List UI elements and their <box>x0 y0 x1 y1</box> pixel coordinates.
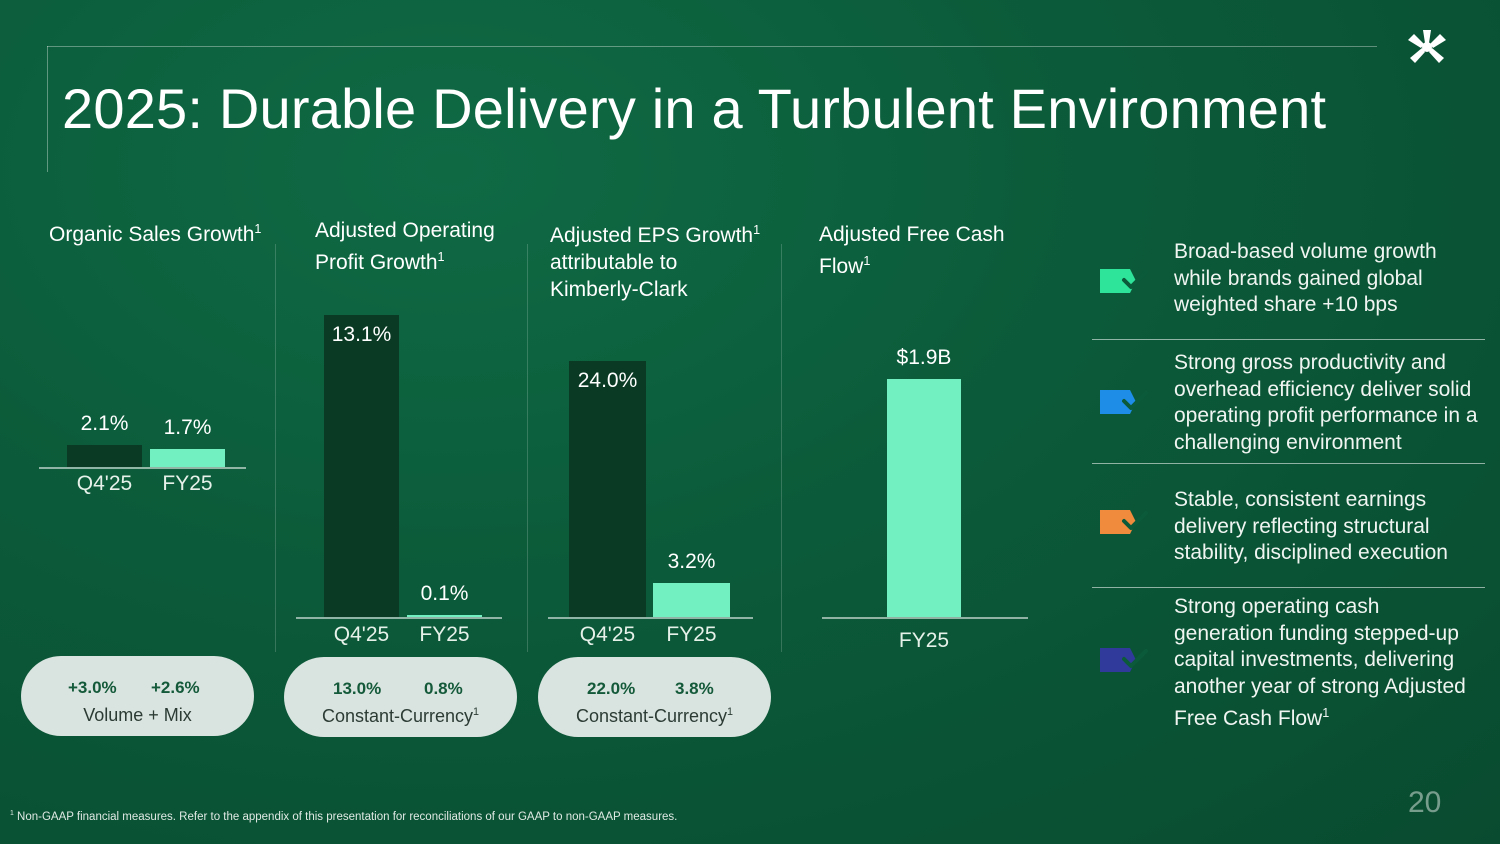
x-tick-label: Q4'25 <box>76 472 133 495</box>
panel-title-organic-sales: Organic Sales Growth1 <box>49 222 262 246</box>
data-label: 24.0% <box>577 368 638 392</box>
x-tick-label: FY25 <box>898 629 950 652</box>
bullet-text: Strong gross productivity and overhead e… <box>1174 351 1478 454</box>
pill-label: Volume + Mix <box>83 705 192 725</box>
bullet-text: Broad-based volume growth while brands g… <box>1174 240 1437 316</box>
pill-constant-currency-op: 13.0% 0.8% Constant-Currency1 <box>284 657 517 737</box>
pill-constant-currency-eps: 22.0% 3.8% Constant-Currency1 <box>538 657 771 737</box>
pill-value: +2.6% <box>151 678 200 697</box>
footnote: 1 Non-GAAP financial measures. Refer to … <box>10 810 678 823</box>
x-tick-label: Q4'25 <box>333 623 390 646</box>
pill-value: +3.0% <box>68 678 117 697</box>
panel-title-free-cash-flow: Adjusted Free Cash Flow1 <box>819 223 1005 278</box>
bar-q425 <box>324 315 399 617</box>
title-frame-top <box>47 46 1377 47</box>
bar-q425 <box>67 444 142 467</box>
data-label: 2.1% <box>80 411 129 435</box>
bullet-text: Strong operating cash generation funding… <box>1174 595 1466 730</box>
data-label: 0.1% <box>420 581 469 605</box>
page-title: 2025: Durable Delivery in a Turbulent En… <box>62 77 1327 140</box>
kimberly-clark-logo-icon <box>1408 30 1446 63</box>
x-tick-label: FY25 <box>162 472 213 495</box>
pill-label: Constant-Currency1 <box>575 706 734 726</box>
title-frame-left <box>47 46 48 172</box>
check-icon <box>1100 390 1148 414</box>
check-icon <box>1100 510 1148 534</box>
bullet-divider <box>1092 587 1485 588</box>
pill-value: 3.8% <box>675 679 714 698</box>
pill-value: 22.0% <box>587 679 636 698</box>
panel-divider <box>527 244 528 652</box>
bullet-divider <box>1092 463 1485 464</box>
bullet-text: Stable, consistent earnings delivery ref… <box>1174 488 1448 564</box>
chart-baseline <box>296 617 502 619</box>
pill-label: Constant-Currency1 <box>321 706 480 726</box>
bar-q425 <box>569 360 646 617</box>
bar-fy25 <box>407 614 482 617</box>
check-icon <box>1100 269 1148 293</box>
bar-fy25 <box>653 582 730 617</box>
x-tick-label: FY25 <box>419 623 470 646</box>
x-tick-label: FY25 <box>666 623 717 646</box>
x-tick-label: Q4'25 <box>579 623 636 646</box>
chart-baseline <box>548 617 753 619</box>
chart-baseline <box>39 467 246 469</box>
bar-fy25 <box>150 448 225 467</box>
page-number: 20 <box>1408 786 1442 819</box>
pill-value: 13.0% <box>333 679 382 698</box>
bullet-divider <box>1092 339 1485 340</box>
data-label: 3.2% <box>667 549 716 573</box>
check-icon <box>1100 648 1148 672</box>
chart-baseline <box>822 617 1028 619</box>
panel-divider <box>275 244 276 652</box>
pill-value: 0.8% <box>424 679 463 698</box>
panel-title-operating-profit: Adjusted Operating Profit Growth1 <box>315 219 495 274</box>
data-label: $1.9B <box>896 346 952 370</box>
bar-fy25 <box>887 379 961 617</box>
data-label: 1.7% <box>163 415 212 439</box>
panel-title-eps: Adjusted EPS Growth1 attributable to Kim… <box>550 223 761 301</box>
pill-volume-mix: +3.0% +2.6% Volume + Mix <box>21 656 254 736</box>
data-label: 13.1% <box>331 323 392 347</box>
panel-divider <box>781 244 782 652</box>
